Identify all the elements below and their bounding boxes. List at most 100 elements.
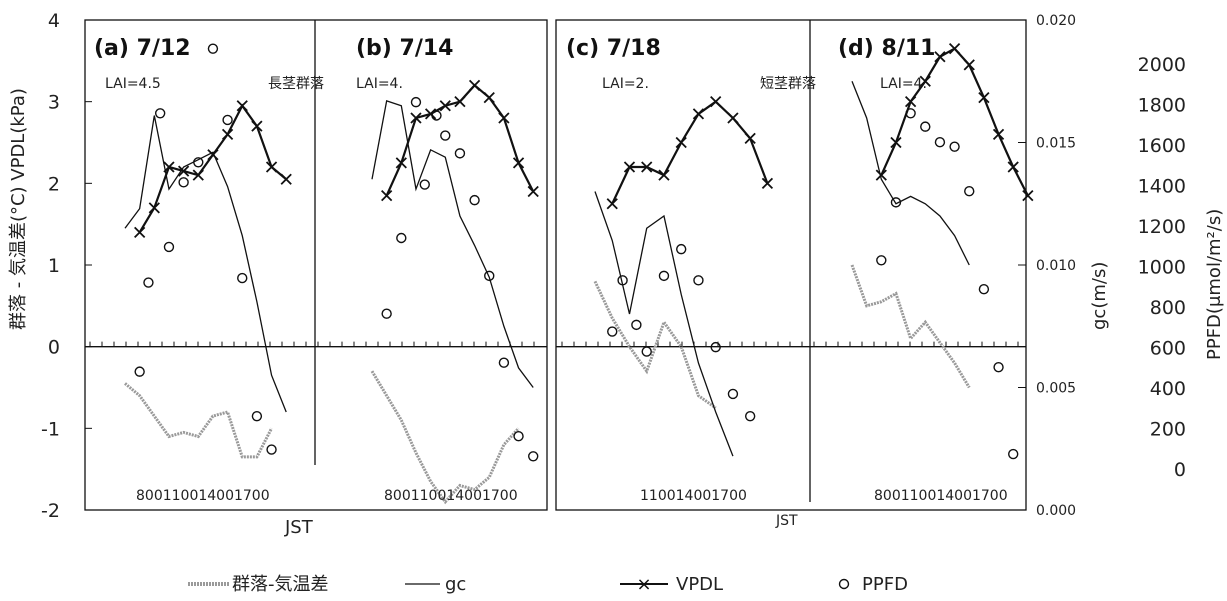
panel-d-title: (d) 8/11 xyxy=(838,36,935,61)
group-label-long: 長茎群落 xyxy=(268,76,324,92)
vpdl-point xyxy=(744,132,756,145)
legend-vpdl-label: VPDL xyxy=(676,574,723,595)
ppfd-tick-label: 800 xyxy=(1150,297,1186,319)
ppfd-point xyxy=(710,341,721,353)
x-ticks-d: 80011001400​1700 xyxy=(874,488,1008,504)
vpdl-point xyxy=(395,157,407,169)
vpdl-line-3 xyxy=(880,47,1029,197)
gc-tick-label: 0.020 xyxy=(1036,13,1076,29)
x-ticks-a: 80011001400​1700 xyxy=(136,488,270,504)
vpdl-point xyxy=(919,75,931,87)
vpdl-point xyxy=(692,108,705,120)
vpdl-point xyxy=(410,112,422,124)
ppfd-point xyxy=(1008,448,1019,460)
vpdl-point xyxy=(948,42,961,55)
vpdl-point xyxy=(148,202,160,214)
vpdl-point xyxy=(992,128,1005,140)
vpdl-point xyxy=(904,96,917,108)
ppfd-point xyxy=(641,346,652,357)
left-tick-label: -2 xyxy=(41,500,60,522)
ppfd-point xyxy=(676,243,687,255)
vpdl-line-0 xyxy=(138,103,287,233)
temp-diff-line-2 xyxy=(593,280,717,410)
x-axis-label-right: JST xyxy=(775,513,798,529)
ppfd-point xyxy=(920,121,931,132)
vpdl-point xyxy=(221,128,234,140)
vpdl-point xyxy=(512,157,525,169)
ppfd-point xyxy=(134,366,145,377)
ppfd-point xyxy=(964,186,975,197)
vpdl-point xyxy=(280,173,292,185)
ppfd-point xyxy=(381,308,392,319)
vpdl-point xyxy=(236,100,248,112)
ppfd-point xyxy=(154,108,166,119)
vpdl-point xyxy=(1022,189,1034,202)
vpdl-point xyxy=(658,169,670,181)
ppfd-tick-label: 0 xyxy=(1174,459,1186,481)
ppfd-point xyxy=(876,255,887,266)
vpdl-point xyxy=(265,161,278,173)
x-axis-label-left: JST xyxy=(284,517,314,538)
ppfd-tick-label: 1000 xyxy=(1138,257,1186,279)
panel-c-title: (c) 7/18 xyxy=(566,36,661,61)
left-axis-label: 群落 - 気温差(°C) VPDL(kPa) xyxy=(8,88,29,330)
vpdl-point xyxy=(192,169,204,181)
gc-tick-label: 0.000 xyxy=(1036,503,1076,519)
ppfd-point xyxy=(440,130,451,141)
vpdl-point xyxy=(875,169,887,181)
ppfd-axis-label: PPFD(μmol/m²/s) xyxy=(1204,209,1225,360)
ppfd-point xyxy=(978,284,990,295)
vpdl-point xyxy=(675,136,687,149)
legend: 群落-気温差 gc × VPDL PPFD xyxy=(188,574,908,595)
vpdl-point xyxy=(641,161,653,173)
gc-line-0 xyxy=(124,115,287,413)
ppfd-point xyxy=(744,410,756,422)
ppfd-point xyxy=(934,137,946,148)
gc-line-1 xyxy=(371,99,534,388)
panel-a-title: (a) 7/12 xyxy=(94,36,191,61)
ppfd-point xyxy=(431,110,442,121)
ppfd-tick-label: 1200 xyxy=(1138,216,1186,238)
vpdl-point xyxy=(623,161,636,173)
ppfd-point xyxy=(143,277,154,288)
ppfd-point xyxy=(905,108,916,119)
ppfd-tick-label: 1400 xyxy=(1138,176,1186,198)
vpdl-line-2 xyxy=(611,100,769,205)
gc-tick-label: 0.010 xyxy=(1036,258,1076,274)
ppfd-point xyxy=(454,148,466,159)
ppfd-point xyxy=(469,194,480,206)
panel-frame-right xyxy=(555,19,1027,511)
ppfd-point xyxy=(617,275,628,286)
panel-a-la: LAI=4.5 xyxy=(105,76,161,92)
data-marks xyxy=(124,42,1034,505)
panel-c-la: LAI=2. xyxy=(602,76,649,92)
ppfd-tick-label: 2000 xyxy=(1138,54,1186,76)
legend-ppfd-label: PPFD xyxy=(862,574,908,595)
ppfd-point xyxy=(498,357,510,368)
vpdl-point xyxy=(468,79,481,91)
ppfd-point xyxy=(528,451,539,462)
vpdl-point xyxy=(934,51,946,63)
vpdl-point xyxy=(890,136,902,149)
vpdl-point xyxy=(761,177,774,189)
vpdl-point xyxy=(207,149,219,161)
vpdl-point xyxy=(134,226,146,238)
ppfd-point xyxy=(890,197,902,208)
temp-diff-line-1 xyxy=(370,370,520,505)
ppfd-point xyxy=(693,275,704,286)
vpdl-point xyxy=(1007,161,1019,173)
ppfd-point xyxy=(266,444,277,455)
left-tick-label: 4 xyxy=(48,10,60,32)
zero-line xyxy=(85,341,1026,348)
ppfd-point xyxy=(222,114,233,126)
vpdl-point xyxy=(251,120,263,132)
ppfd-point xyxy=(658,270,670,282)
temp-diff-line-0 xyxy=(124,382,273,459)
ppfd-point xyxy=(237,272,248,284)
ppfd-point xyxy=(484,270,495,282)
gc-tick-label: 0.015 xyxy=(1036,136,1076,152)
legend-temp-label: 群落-気温差 xyxy=(232,574,329,595)
ppfd-point xyxy=(727,388,739,400)
vpdl-point xyxy=(710,96,722,108)
vpdl-point xyxy=(527,185,539,198)
